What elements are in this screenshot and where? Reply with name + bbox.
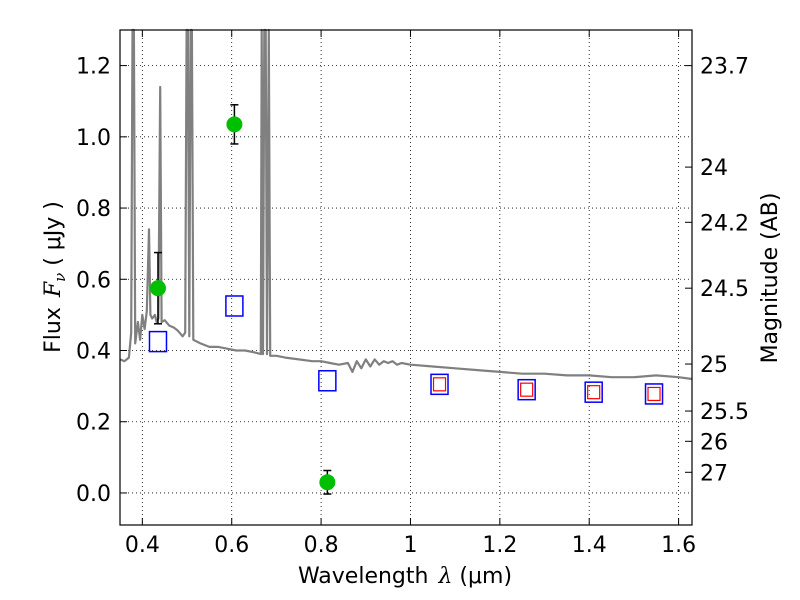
y2-tick-label: 25	[700, 353, 728, 378]
y-tick-label: 1.2	[76, 55, 111, 80]
model-sed-line	[119, 28, 693, 381]
model-photometry-marker	[644, 383, 664, 405]
plot-area-frame	[119, 29, 693, 526]
x-tick-label: 0.8	[304, 533, 339, 558]
observed-point	[226, 116, 243, 133]
y2-tick-label: 25.5	[700, 400, 749, 425]
model-photometry-marker	[430, 373, 449, 396]
model-photometry-marker	[148, 330, 168, 353]
x-tick-label: 1	[403, 533, 417, 558]
y2-axis-label: Magnitude (AB)	[758, 193, 783, 364]
model-photometry-marker	[584, 381, 603, 403]
model-photometry-secondary-marker	[647, 386, 661, 402]
x-axis-ticks: 0.4 0.6 0.8 1 1.2 1.4 1.6	[125, 30, 696, 558]
y2-axis-ticks: 23.7 24 24.2 24.5 25 25.5 26 27	[685, 55, 749, 486]
x-tick-label: 1.6	[661, 533, 696, 558]
model-photometry-marker	[517, 378, 536, 401]
y-tick-label: 0.8	[76, 197, 111, 222]
observed-point	[319, 474, 336, 491]
y2-tick-label: 24.2	[700, 211, 749, 236]
model-photometry-series	[148, 295, 664, 405]
model-photometry-marker	[318, 370, 337, 392]
model-sed-series	[119, 28, 693, 381]
y2-tick-label: 24	[700, 156, 728, 181]
x-tick-label: 1.2	[482, 533, 517, 558]
y2-tick-label: 24.5	[700, 277, 749, 302]
y-tick-label: 0.0	[76, 482, 111, 507]
observed-series	[149, 104, 336, 495]
model-photometry-marker	[225, 295, 244, 317]
model-photometry-secondary-marker	[432, 377, 447, 392]
observed-point	[149, 280, 166, 297]
grid	[120, 30, 692, 525]
model-photometry-secondary-marker	[587, 385, 601, 400]
y-axis-label: FluxFν ( μJy )	[41, 201, 69, 353]
x-axis-label: Wavelength λ (μm)	[298, 564, 512, 589]
y-tick-label: 0.6	[76, 268, 111, 293]
x-tick-label: 0.4	[125, 533, 160, 558]
y2-tick-label: 27	[700, 461, 728, 486]
model-photometry-secondary-marker	[520, 382, 534, 397]
y-tick-label: 0.2	[76, 411, 111, 436]
model-photometry-secondary-series	[432, 377, 661, 402]
y-tick-label: 0.4	[76, 340, 111, 365]
y2-tick-label: 26	[700, 430, 728, 455]
y-tick-label: 1.0	[76, 126, 111, 151]
y2-tick-label: 23.7	[700, 55, 749, 80]
x-tick-label: 1.4	[572, 533, 607, 558]
y-axis-ticks: 0.0 0.2 0.4 0.6 0.8 1.0 1.2	[76, 55, 127, 507]
x-tick-label: 0.6	[214, 533, 249, 558]
